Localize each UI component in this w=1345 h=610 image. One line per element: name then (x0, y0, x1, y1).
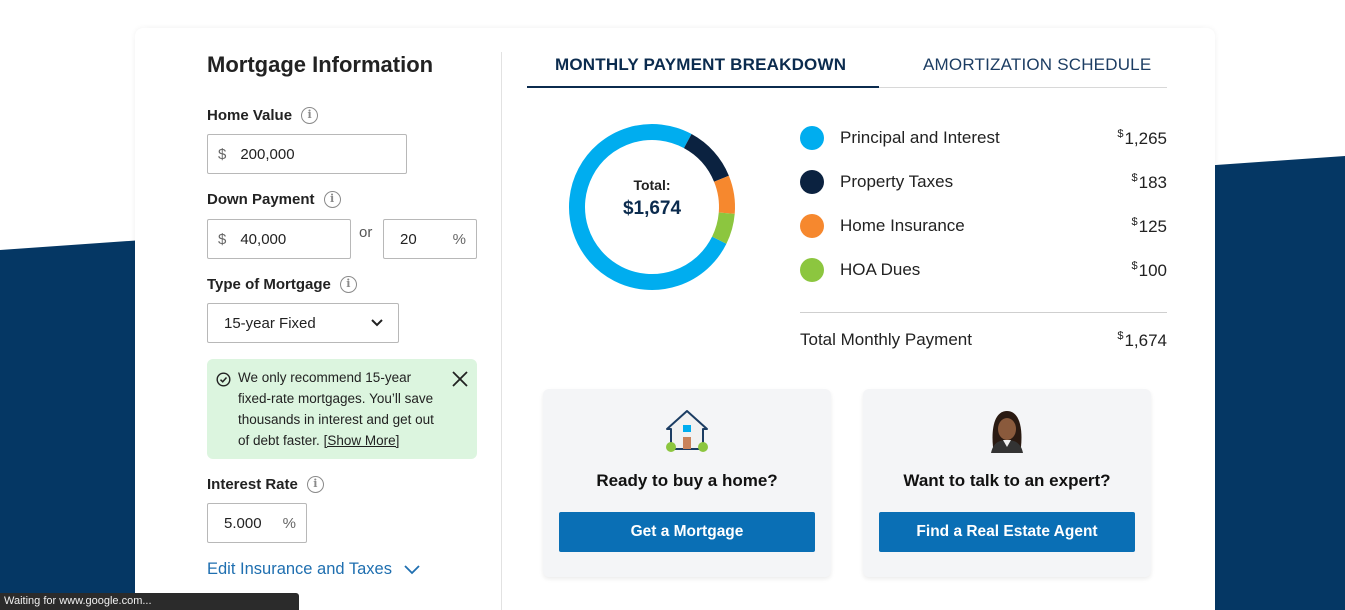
taxes-color-dot (800, 170, 824, 194)
percent-suffix: % (282, 514, 296, 532)
mortgage-type-value: 15-year Fixed (224, 314, 316, 332)
payment-donut-chart (569, 124, 735, 290)
tab-amortization-schedule[interactable]: AMORTIZATION SCHEDULE (923, 55, 1152, 74)
down-payment-amount-input[interactable]: $ 40,000 (207, 219, 351, 259)
percent-suffix: % (452, 230, 466, 248)
principal-color-dot (800, 126, 824, 150)
donut-total-label: Total: (633, 177, 671, 193)
interest-rate-text: 5.000 (224, 514, 262, 532)
total-label: Total Monthly Payment (800, 330, 972, 349)
interest-rate-label: Interest Rate i (207, 476, 324, 493)
legend-row-hoa-dues: HOA Dues $100 (800, 256, 1167, 286)
calculator-card: Mortgage Information Home Value i $ 200,… (135, 28, 1215, 610)
buy-home-card: Ready to buy a home? Get a Mortgage (543, 389, 831, 577)
talk-to-expert-heading: Want to talk to an expert? (903, 471, 1111, 490)
legend-label: Property Taxes (840, 172, 954, 191)
legend-amount: $1,265 (1117, 128, 1167, 148)
alert-text: We only recommend 15-year fixed-rate mor… (238, 370, 434, 448)
donut-segment-hoa (711, 212, 735, 244)
legend-amount: $183 (1131, 172, 1168, 192)
legend-label: Principal and Interest (840, 128, 1000, 147)
total-monthly-payment-row: Total Monthly Payment $1,674 (800, 330, 1167, 350)
chevron-down-icon (371, 319, 383, 327)
down-payment-label: Down Payment i (207, 191, 341, 208)
home-value-label: Home Value i (207, 107, 319, 124)
find-agent-button[interactable]: Find a Real Estate Agent (879, 512, 1135, 552)
talk-to-expert-card: Want to talk to an expert? Find a Real E… (863, 389, 1151, 577)
legend-amount: $100 (1131, 260, 1168, 280)
or-text: or (359, 224, 373, 241)
home-value-input[interactable]: $ 200,000 (207, 134, 407, 174)
check-circle-icon (216, 372, 231, 387)
recommendation-alert: We only recommend 15-year fixed-rate mor… (207, 359, 477, 459)
interest-rate-input[interactable]: 5.000 % (207, 503, 307, 543)
mortgage-type-select[interactable]: 15-year Fixed (207, 303, 399, 343)
donut-segment-insurance (713, 175, 735, 214)
currency-prefix: $ (218, 145, 227, 163)
info-icon[interactable]: i (301, 107, 319, 124)
active-tab-indicator (527, 86, 879, 88)
down-payment-percent-input[interactable]: 20 % (383, 219, 477, 259)
form-title: Mortgage Information (207, 52, 434, 77)
donut-segment-taxes (683, 134, 729, 183)
down-payment-percent-text: 20 (400, 230, 417, 248)
mortgage-form-panel: Mortgage Information Home Value i $ 200,… (135, 28, 502, 610)
tab-monthly-payment-breakdown[interactable]: MONTHLY PAYMENT BREAKDOWN (555, 55, 847, 74)
get-mortgage-button[interactable]: Get a Mortgage (559, 512, 815, 552)
edit-insurance-taxes-link[interactable]: Edit Insurance and Taxes (207, 560, 420, 579)
legend-row-property-taxes: Property Taxes $183 (800, 168, 1167, 198)
legend-divider (800, 312, 1167, 313)
down-payment-amount-text: 40,000 (240, 230, 287, 248)
result-tabs: MONTHLY PAYMENT BREAKDOWN AMORTIZATION S… (527, 50, 1167, 88)
insurance-color-dot (800, 214, 824, 238)
donut-total-value: $1,674 (622, 198, 682, 219)
hoa-color-dot (800, 258, 824, 282)
info-icon[interactable]: i (323, 191, 341, 208)
legend-amount: $125 (1131, 216, 1168, 236)
panel-divider (501, 52, 502, 610)
info-icon[interactable]: i (306, 476, 324, 493)
currency-prefix: $ (218, 230, 227, 248)
info-icon[interactable]: i (339, 276, 357, 293)
show-more-link[interactable]: [Show More] (323, 433, 400, 448)
house-icon (666, 410, 708, 452)
home-value-text: 200,000 (240, 145, 295, 163)
browser-status-bar: Waiting for www.google.com... (0, 593, 299, 610)
legend-row-principal: Principal and Interest $1,265 (800, 124, 1167, 154)
donut-segment-principal (569, 124, 727, 290)
mortgage-type-label: Type of Mortgage i (207, 276, 357, 293)
agent-avatar-icon (991, 411, 1023, 453)
legend-label: Home Insurance (840, 216, 965, 235)
total-amount: $1,674 (1117, 330, 1167, 350)
legend-label: HOA Dues (840, 260, 921, 279)
close-icon[interactable] (451, 370, 469, 388)
chevron-down-icon (404, 564, 420, 574)
buy-home-heading: Ready to buy a home? (596, 471, 778, 490)
legend-row-home-insurance: Home Insurance $125 (800, 212, 1167, 242)
